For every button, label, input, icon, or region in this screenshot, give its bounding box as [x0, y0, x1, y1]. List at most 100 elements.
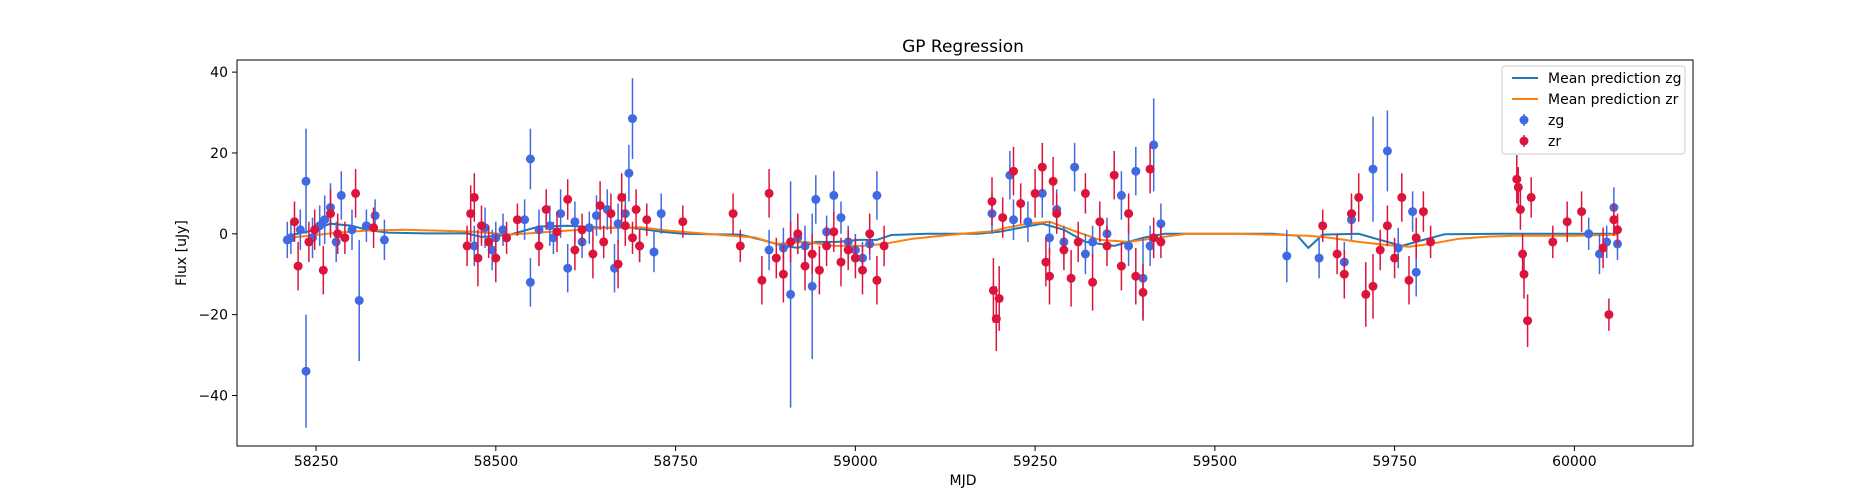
- data-point-zr: [617, 173, 627, 222]
- marker-zr: [1518, 249, 1528, 259]
- x-axis-ticks: 58250 58500 58750 59000 59250 59500 59750 60000: [294, 446, 1597, 470]
- marker-zr: [807, 249, 817, 259]
- data-point-zg: [295, 209, 305, 250]
- marker-zr: [1073, 237, 1083, 247]
- marker-zg: [1037, 188, 1047, 198]
- marker-zr: [1048, 176, 1058, 186]
- marker-zr: [822, 241, 832, 251]
- marker-zr: [1562, 217, 1572, 227]
- marker-zg: [786, 289, 796, 299]
- data-point-zr: [563, 179, 573, 220]
- data-point-zr: [484, 225, 494, 259]
- marker-zr: [1613, 225, 1622, 235]
- data-point-zr: [843, 229, 853, 271]
- x-axis-label: MJD: [950, 473, 977, 489]
- data-point-zr: [599, 225, 609, 259]
- data-point-zr: [635, 229, 645, 263]
- data-point-zr: [829, 211, 839, 252]
- marker-zg: [295, 225, 305, 235]
- marker-zg: [525, 277, 535, 287]
- marker-zr: [1095, 217, 1105, 227]
- data-point-zg: [628, 78, 637, 159]
- marker-zr: [678, 217, 688, 227]
- marker-zr: [1045, 271, 1054, 281]
- data-point-zr: [994, 266, 1004, 331]
- marker-zr: [333, 229, 343, 239]
- data-point-zr: [1382, 205, 1392, 246]
- marker-zg: [379, 235, 389, 245]
- data-point-zr: [836, 237, 846, 287]
- marker-zr: [502, 233, 512, 243]
- data-point-zr: [1397, 173, 1407, 222]
- marker-zr: [1080, 188, 1090, 198]
- data-point-zr: [1332, 233, 1342, 275]
- data-point-zr: [462, 225, 472, 267]
- marker-zr: [1368, 281, 1378, 291]
- marker-zr: [800, 261, 810, 271]
- marker-zr: [1512, 174, 1522, 184]
- data-point-zg: [563, 243, 573, 293]
- data-point-zr: [1037, 142, 1047, 192]
- marker-zr: [728, 209, 738, 219]
- marker-zr: [1598, 243, 1608, 253]
- data-point-zr: [814, 245, 824, 295]
- x-tick-label: 59750: [1372, 454, 1417, 470]
- plot-area: [282, 78, 1622, 428]
- marker-zg: [649, 247, 659, 257]
- marker-zg: [1408, 207, 1418, 217]
- marker-zg: [656, 209, 666, 219]
- data-point-zr: [1109, 150, 1119, 200]
- marker-zr: [631, 205, 641, 214]
- data-point-zr: [678, 205, 688, 238]
- marker-zr: [477, 221, 486, 231]
- data-point-zr: [1361, 262, 1371, 327]
- marker-zg: [361, 221, 371, 231]
- data-point-zg: [301, 314, 311, 428]
- data-point-zg: [354, 239, 364, 362]
- marker-zr: [595, 201, 605, 210]
- data-point-zr: [1124, 193, 1134, 234]
- data-point-zr: [1059, 229, 1069, 271]
- data-point-zr: [1577, 191, 1587, 232]
- data-point-zr: [1598, 227, 1608, 269]
- data-point-zg: [1149, 98, 1159, 192]
- marker-zr: [1526, 192, 1536, 202]
- marker-zr: [577, 225, 587, 235]
- y-tick-label: 40: [210, 65, 228, 81]
- data-point-zg: [786, 181, 796, 408]
- marker-zg: [592, 211, 601, 221]
- marker-zr: [1339, 269, 1349, 279]
- data-point-zr: [735, 229, 745, 263]
- x-tick-label: 58500: [474, 454, 519, 470]
- data-point-zg: [764, 229, 774, 271]
- marker-zr: [1519, 269, 1529, 279]
- data-point-zr: [764, 169, 774, 218]
- data-point-zr: [588, 229, 598, 279]
- data-point-zr: [351, 169, 361, 218]
- marker-zg: [628, 114, 637, 124]
- marker-zr: [1016, 199, 1026, 208]
- data-point-zg: [1131, 146, 1141, 196]
- data-point-zr: [333, 213, 343, 254]
- marker-zg: [872, 190, 882, 200]
- marker-zg: [1145, 241, 1155, 251]
- x-tick-label: 59500: [1193, 454, 1238, 470]
- marker-zg: [1023, 217, 1033, 227]
- data-point-zg: [498, 213, 508, 246]
- marker-zr: [987, 197, 997, 206]
- marker-zr: [879, 241, 889, 251]
- data-point-zg: [361, 209, 371, 242]
- marker-zr: [1037, 162, 1047, 172]
- data-point-zr: [1066, 250, 1076, 307]
- data-point-zr: [1390, 237, 1400, 279]
- data-point-zr: [541, 189, 551, 230]
- data-point-zr: [1548, 225, 1558, 259]
- marker-zr: [1318, 221, 1328, 231]
- data-point-zr: [1318, 209, 1328, 242]
- legend-label-zr: zr: [1548, 134, 1561, 150]
- data-point-zr: [1080, 173, 1090, 214]
- data-point-zr: [502, 221, 512, 254]
- marker-zg: [1009, 215, 1018, 225]
- marker-zr: [1124, 209, 1134, 219]
- data-point-zr: [512, 203, 522, 236]
